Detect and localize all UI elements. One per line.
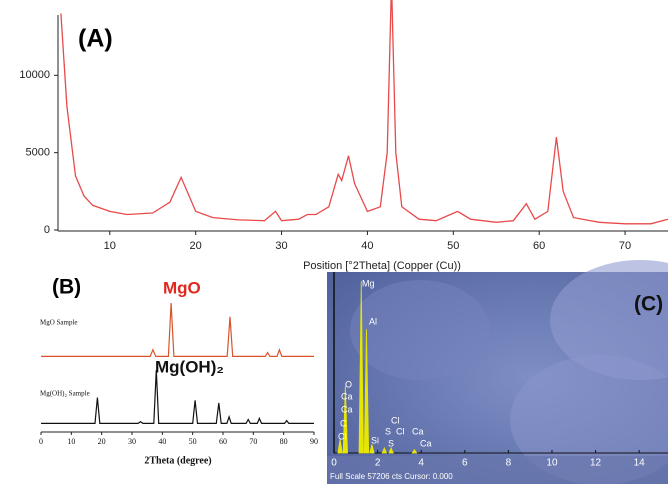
y-tick-label: 10000 — [19, 69, 50, 81]
element-label: Cl — [391, 415, 400, 425]
element-label: Mg — [362, 278, 375, 288]
element-label: Si — [371, 435, 379, 445]
x-tick-label: 90 — [310, 437, 318, 446]
element-label: Al — [369, 316, 377, 326]
panel-label: (A) — [78, 25, 113, 53]
peak — [388, 446, 394, 454]
element-label: S — [388, 438, 394, 448]
peak — [369, 444, 375, 454]
x-tick-label: 10 — [67, 437, 75, 446]
x-tick-label: 20 — [190, 240, 202, 252]
x-tick-label: 50 — [447, 240, 459, 252]
footer: Full Scale 57206 cts Cursor: 0.000 — [330, 472, 453, 481]
panel-c-background — [327, 260, 668, 484]
line — [60, 0, 668, 225]
legend-label: Mg(OH)₂ Sample — [40, 390, 90, 398]
x-tick-label: 10 — [546, 458, 558, 469]
x-tick-label: 30 — [128, 437, 136, 446]
x-axis-label: 2Theta (degree) — [144, 455, 211, 466]
x-tick-label: 50 — [189, 437, 197, 446]
x-tick-label: 0 — [39, 437, 43, 446]
x-tick-label: 14 — [634, 458, 646, 469]
plot-area — [60, 0, 668, 225]
legend-label: MgO Sample — [40, 319, 78, 327]
element-label: Ca — [420, 438, 432, 448]
x-tick-label: 70 — [249, 437, 257, 446]
element-label: Cl — [338, 431, 347, 441]
x-tick-label: 60 — [219, 437, 227, 446]
x-tick-label: 60 — [533, 240, 545, 252]
peak — [381, 446, 388, 454]
panel-label: (C) — [634, 293, 663, 316]
x-axis-label: Position [°2Theta] (Copper (Cu)) — [303, 260, 461, 272]
element-label: Ca — [341, 404, 353, 414]
element-label: Ca — [341, 391, 353, 401]
line — [41, 369, 314, 424]
line — [41, 302, 314, 357]
x-tick-label: 80 — [280, 437, 288, 446]
x-tick-label: 10 — [104, 240, 116, 252]
x-tick-label: 40 — [158, 437, 166, 446]
x-tick-label: 4 — [418, 458, 424, 469]
peak — [337, 439, 343, 454]
x-tick-label: 20 — [98, 437, 106, 446]
x-tick-label: 0 — [331, 458, 337, 469]
x-tick-label: 30 — [275, 240, 287, 252]
peak — [342, 385, 348, 454]
x-tick-label: 6 — [462, 458, 468, 469]
element-label: C — [340, 418, 347, 428]
element-label: O — [345, 379, 352, 389]
element-label: Ca — [412, 426, 424, 436]
y-tick-label: 5000 — [26, 147, 50, 159]
x-tick-label: 8 — [506, 458, 512, 469]
y-tick-label: 0 — [44, 224, 50, 236]
x-tick-label: 70 — [619, 240, 631, 252]
annotation: MgO — [163, 278, 201, 297]
peak — [411, 448, 418, 454]
element-label: S — [385, 426, 391, 436]
x-tick-label: 40 — [361, 240, 373, 252]
x-tick-label: 12 — [590, 458, 602, 469]
peak — [358, 280, 364, 454]
annotation: Mg(OH)₂ — [155, 357, 224, 376]
peak — [363, 329, 370, 454]
element-label: Cl — [396, 426, 405, 436]
panel-label: (B) — [52, 276, 81, 299]
x-tick-label: 2 — [375, 458, 381, 469]
